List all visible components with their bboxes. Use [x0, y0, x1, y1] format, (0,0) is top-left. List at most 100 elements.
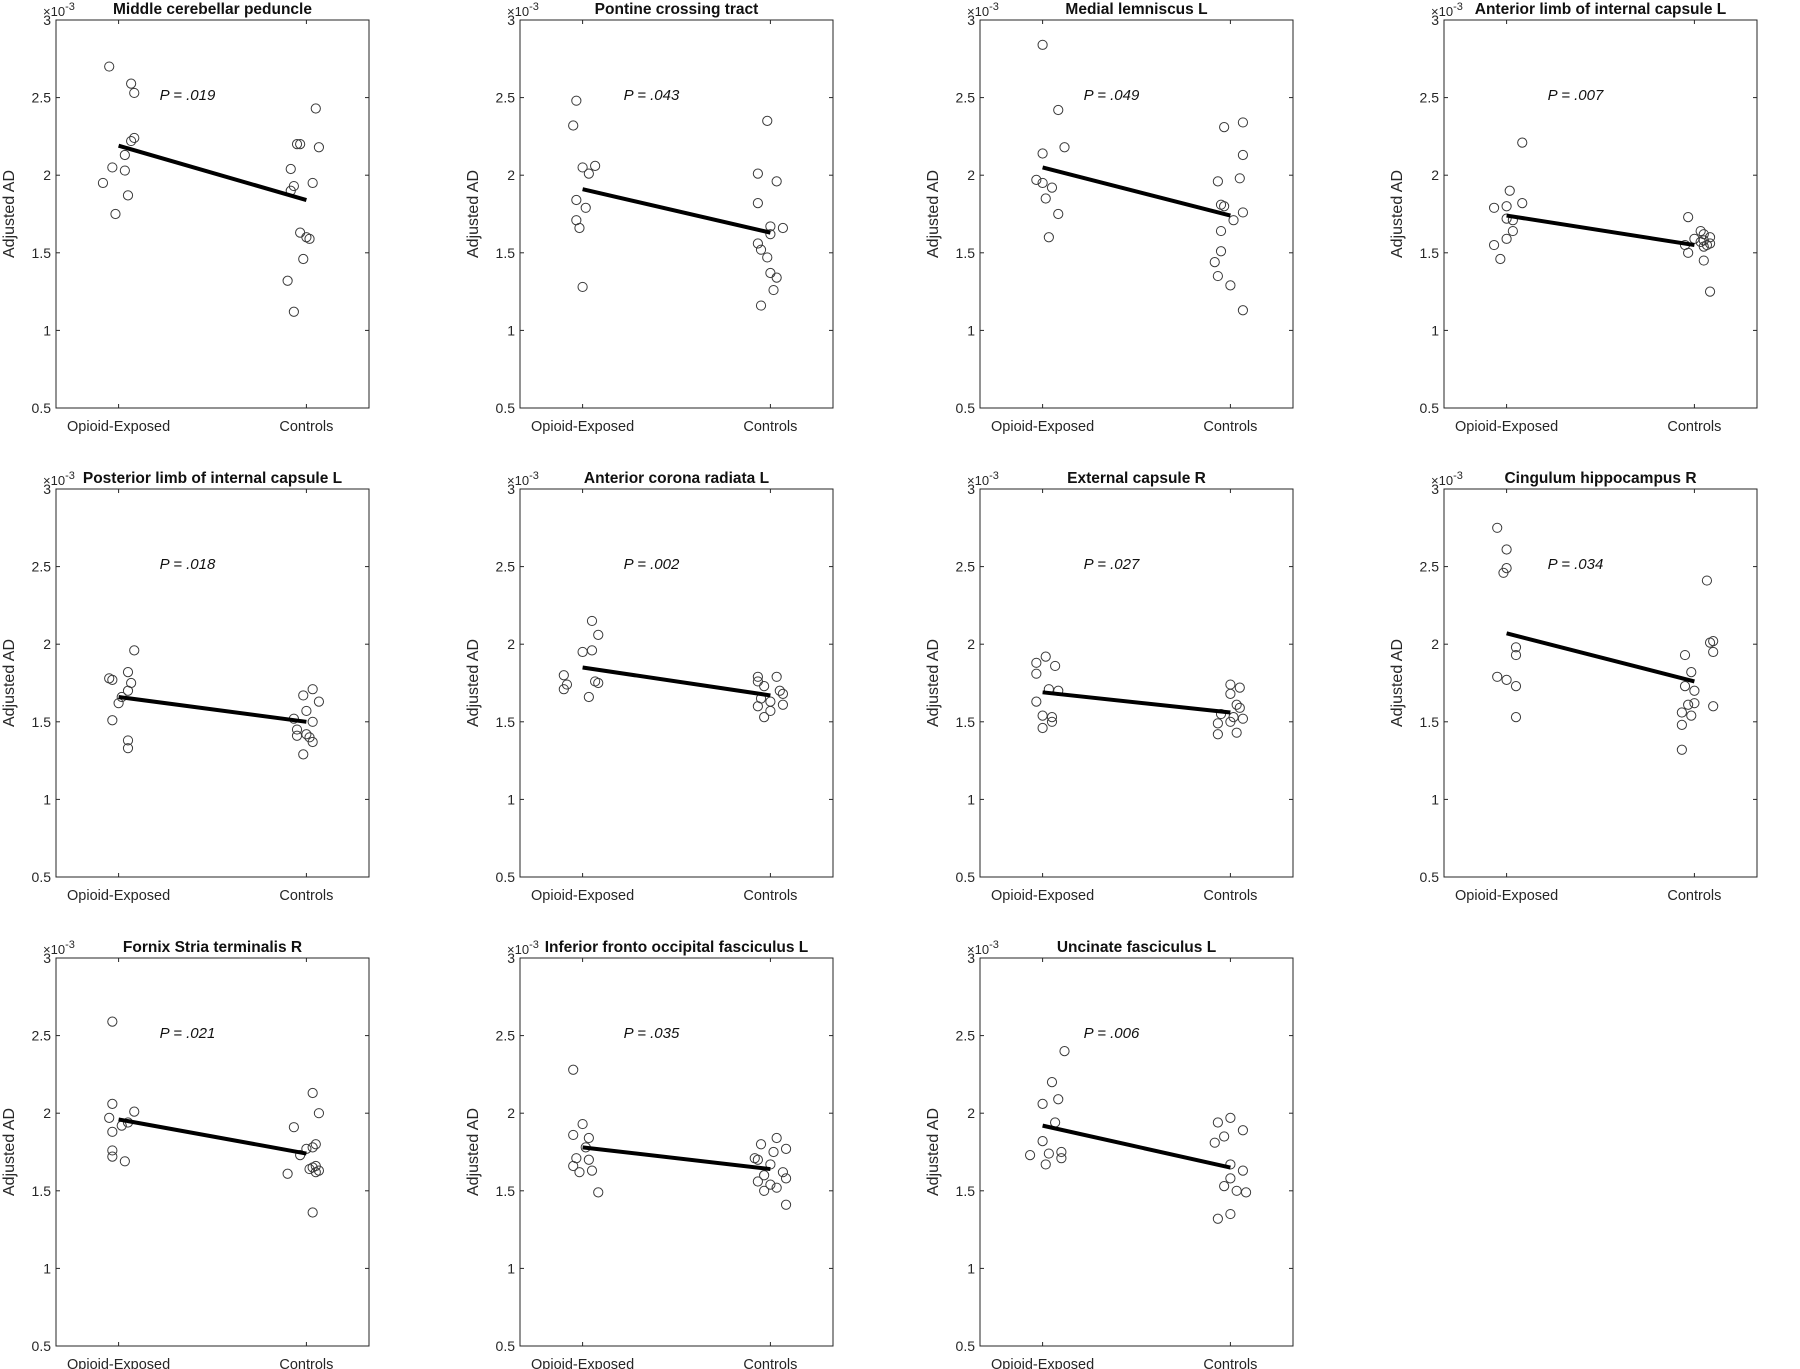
data-point	[1031, 657, 1042, 668]
data-point	[307, 1207, 318, 1218]
data-point	[1507, 225, 1518, 237]
y-tick-label: 2	[43, 1105, 51, 1121]
data-point	[307, 177, 318, 189]
mean-trend-line	[118, 694, 307, 724]
data-point	[1212, 729, 1223, 740]
data-point	[1215, 708, 1227, 720]
data-point	[1037, 1098, 1048, 1109]
axes-box	[55, 957, 370, 1347]
data-point	[1037, 1136, 1048, 1147]
y-axis-label: Adjusted AD	[1, 639, 18, 727]
data-point	[1240, 1187, 1252, 1198]
mean-trend-line	[582, 187, 771, 235]
data-point	[768, 284, 779, 296]
x-tick-label: Controls	[279, 419, 333, 435]
y-tick-label: 2.5	[1420, 559, 1440, 575]
y-exponent-label: ×10-3	[967, 470, 999, 488]
y-tick-label: 0.5	[32, 869, 52, 885]
data-point	[307, 716, 318, 727]
data-point	[97, 177, 109, 189]
data-point	[129, 1106, 140, 1117]
subplot: 0.5 1 1.5 2 2.5 3 Opioid-Exposed Controls ×10-3 A…	[925, 939, 1294, 1369]
data-point	[1501, 213, 1512, 224]
y-tick-label: 1	[507, 1260, 515, 1276]
data-point	[1212, 1117, 1223, 1128]
data-point	[568, 1064, 579, 1075]
y-exponent-base: ×10	[967, 942, 989, 957]
subplot-title: Pontine crossing tract	[595, 1, 759, 18]
data-point	[291, 730, 303, 741]
y-tick-label: 0.5	[496, 869, 516, 885]
data-point	[301, 705, 312, 717]
axes-box	[979, 957, 1294, 1347]
x-tick-label: Controls	[279, 1357, 333, 1369]
data-point	[771, 671, 782, 682]
y-axis-label: Adjusted AD	[465, 1108, 482, 1196]
data-point	[1704, 637, 1716, 648]
y-tick-label: 1.5	[496, 714, 516, 730]
data-point	[1683, 212, 1694, 223]
data-point	[298, 253, 309, 265]
mean-trend-line	[582, 1145, 771, 1172]
data-point	[583, 1154, 594, 1165]
data-point	[1043, 232, 1054, 243]
y-tick-label: 1.5	[956, 245, 976, 261]
y-tick-label: 1	[507, 322, 515, 338]
x-tick-label: Controls	[279, 888, 333, 904]
x-tick-label: Opioid-Exposed	[67, 1357, 170, 1369]
y-tick-label: 2	[967, 1105, 975, 1121]
y-tick-label: 3	[43, 12, 51, 28]
y-axis-label: Adjusted AD	[1389, 170, 1406, 258]
y-exponent-power: -3	[1453, 470, 1463, 482]
p-value-label: P = .027	[1084, 556, 1140, 573]
y-tick-label: 3	[507, 950, 515, 966]
data-point	[1501, 674, 1512, 685]
data-point	[1676, 719, 1687, 731]
y-tick-label: 0.5	[496, 1338, 516, 1354]
data-point	[1501, 201, 1512, 212]
data-point	[583, 691, 594, 703]
data-point	[1676, 707, 1687, 718]
y-tick-label: 1.5	[496, 245, 516, 261]
x-tick-label: Opioid-Exposed	[531, 888, 634, 904]
data-point	[1701, 575, 1713, 586]
y-exponent-label: ×10-3	[507, 939, 539, 957]
data-point	[107, 1126, 118, 1137]
y-tick-label: 1.5	[1420, 245, 1440, 261]
y-tick-label: 2.5	[496, 1028, 516, 1044]
data-point	[122, 667, 134, 678]
data-point	[590, 160, 601, 171]
data-point	[762, 115, 773, 126]
y-tick-label: 2.5	[956, 559, 976, 575]
data-point	[1488, 202, 1500, 213]
subplot: 0.5 1 1.5 2 2.5 3 Opioid-Exposed Controls ×10-3 A…	[925, 1, 1294, 435]
data-point	[1237, 713, 1249, 724]
y-exponent-label: ×10-3	[507, 1, 539, 19]
data-point	[119, 149, 130, 161]
data-point	[1031, 174, 1042, 185]
data-point	[1492, 671, 1503, 682]
data-point	[104, 61, 115, 72]
data-point	[780, 1173, 792, 1184]
axes-box	[519, 957, 834, 1347]
y-exponent-base: ×10	[507, 4, 529, 19]
x-tick-label: Controls	[1667, 419, 1721, 435]
p-value-label: P = .019	[160, 87, 216, 104]
data-point	[1704, 286, 1716, 297]
data-point	[307, 1087, 318, 1099]
data-point	[1488, 239, 1500, 251]
data-point	[752, 168, 763, 179]
data-point	[1676, 744, 1687, 755]
y-exponent-power: -3	[1453, 1, 1463, 13]
y-tick-label: 1	[1431, 791, 1439, 807]
data-point	[1504, 185, 1515, 196]
p-value-label: P = .021	[160, 1025, 216, 1042]
y-exponent-power: -3	[989, 1, 999, 13]
p-value-label: P = .007	[1548, 87, 1604, 104]
x-tick-label: Controls	[1203, 888, 1257, 904]
y-exponent-base: ×10	[967, 4, 989, 19]
data-point	[310, 1167, 321, 1178]
data-point	[577, 646, 588, 658]
data-point	[755, 1139, 767, 1150]
y-tick-label: 1.5	[32, 1183, 52, 1199]
